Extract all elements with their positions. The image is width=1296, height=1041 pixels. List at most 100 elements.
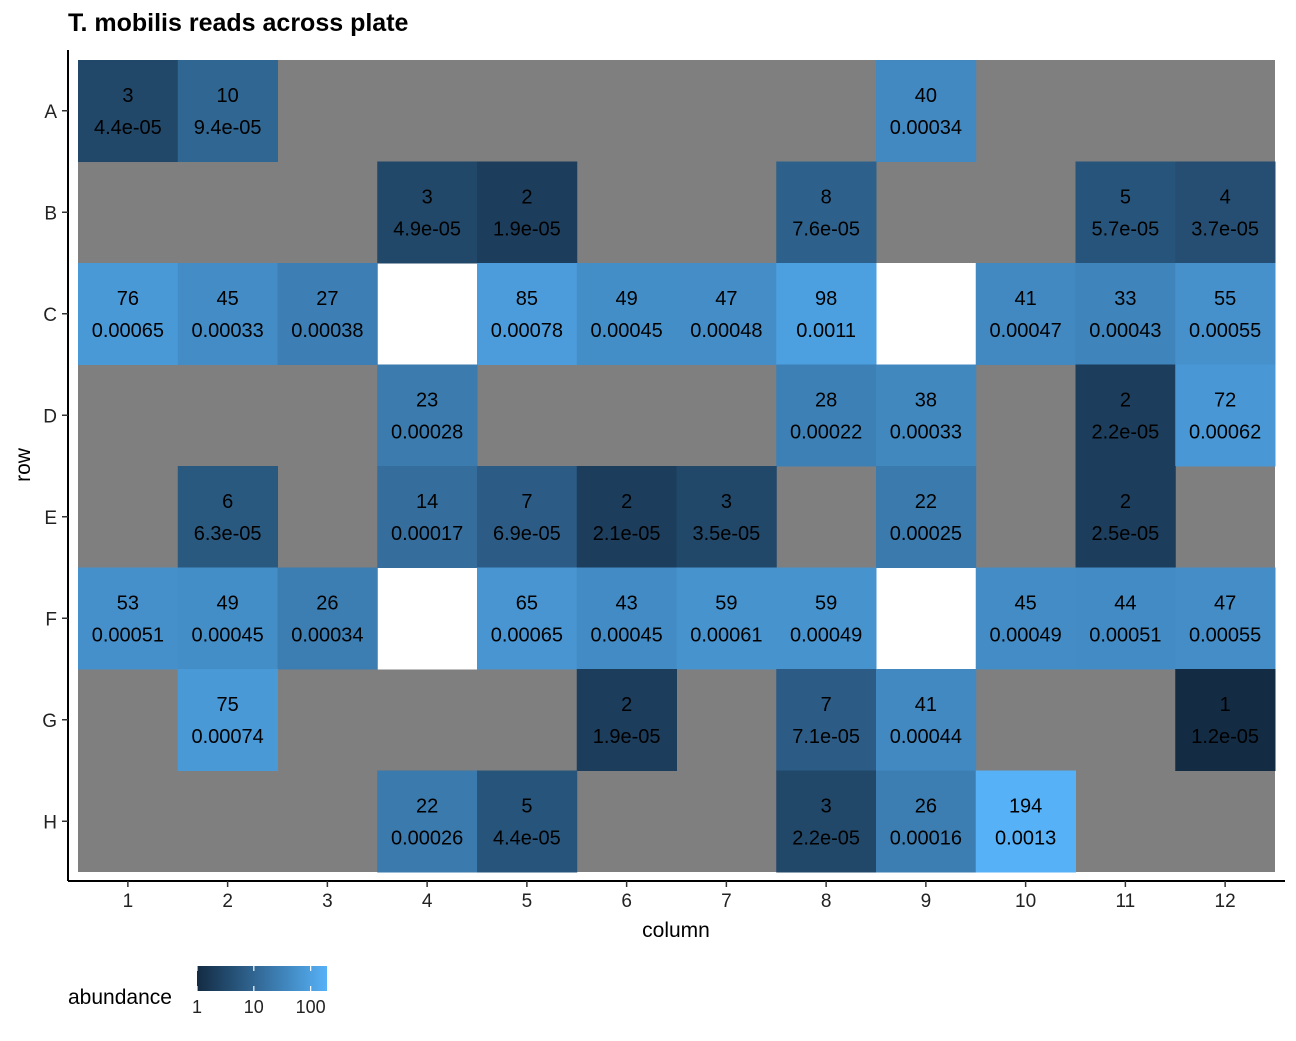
- cell-fraction: 0.00025: [890, 523, 962, 545]
- cell-read-count: 43: [616, 592, 638, 614]
- cell-read-count: 8: [821, 186, 832, 208]
- cell-fraction: 0.00061: [690, 624, 762, 646]
- heatmap-cell: [78, 567, 179, 670]
- cell-fraction: 0.00045: [191, 624, 263, 646]
- cell-fraction: 0.00047: [989, 320, 1061, 342]
- cell-read-count: 47: [1214, 592, 1236, 614]
- x-tick-label: 5: [522, 891, 533, 912]
- cell-read-count: 55: [1214, 288, 1236, 310]
- cell-read-count: 72: [1214, 389, 1236, 411]
- heatmap-cell: [177, 263, 278, 365]
- color-legend: abundance 1 10 100: [68, 966, 327, 1017]
- heatmap-cell: [477, 770, 578, 873]
- y-tick-label: B: [44, 203, 57, 224]
- heatmap-cell: [1075, 466, 1176, 568]
- heatmap-cell: [776, 669, 877, 771]
- cell-read-count: 3: [721, 491, 732, 513]
- y-tick-label: G: [42, 711, 57, 732]
- x-tick-label: 8: [821, 891, 832, 912]
- cell-read-count: 45: [1015, 592, 1037, 614]
- heatmap-cell: [975, 263, 1076, 365]
- cell-read-count: 5: [1120, 186, 1131, 208]
- cell-fraction: 6.9e-05: [493, 523, 561, 545]
- cell-fraction: 0.00049: [989, 624, 1061, 646]
- y-tick-label: D: [43, 406, 57, 427]
- cell-fraction: 0.00055: [1189, 624, 1261, 646]
- cell-fraction: 0.00062: [1189, 421, 1261, 443]
- x-tick-label: 3: [322, 891, 333, 912]
- heatmap-cell: [277, 263, 378, 365]
- heatmap-cell: [1075, 161, 1176, 264]
- cell-fraction: 4.4e-05: [94, 117, 162, 139]
- x-tick-label: 10: [1015, 891, 1036, 912]
- cell-fraction: 0.00055: [1189, 320, 1261, 342]
- cell-read-count: 23: [416, 389, 438, 411]
- cell-read-count: 41: [1015, 288, 1037, 310]
- cell-fraction: 0.00022: [790, 421, 862, 443]
- heatmap-cell: [78, 60, 179, 162]
- heatmap-cell: [78, 263, 179, 365]
- cell-read-count: 5: [521, 795, 532, 817]
- cell-read-count: 76: [117, 288, 139, 310]
- heatmap-cell: [576, 466, 677, 568]
- heatmap-cell: [1175, 161, 1276, 264]
- cell-read-count: 49: [616, 288, 638, 310]
- cell-fraction: 0.00034: [890, 117, 962, 139]
- heatmap-cell: [377, 466, 478, 568]
- cell-read-count: 3: [821, 795, 832, 817]
- heatmap-cell: [576, 263, 677, 365]
- plot-panel: 3 4.4e-05 10 9.4e-05 40 0.00034 3 4.9e-05 2 1.9e-…: [78, 60, 1276, 873]
- heatmap-cell: [477, 466, 578, 568]
- x-tick-label: 9: [921, 891, 932, 912]
- heatmap-cell: [1175, 669, 1276, 771]
- heatmap-cell: [676, 466, 777, 568]
- cell-read-count: 3: [422, 186, 433, 208]
- y-tick-label: E: [44, 508, 57, 529]
- heatmap-cell: [177, 466, 278, 568]
- cell-fraction: 0.0011: [796, 320, 856, 342]
- cell-read-count: 40: [915, 85, 937, 107]
- heatmap-cell: [177, 669, 278, 771]
- cell-read-count: 53: [117, 592, 139, 614]
- chart-title: T. mobilis reads across plate: [68, 9, 409, 37]
- cell-fraction: 2.2e-05: [1091, 421, 1159, 443]
- cell-fraction: 0.00065: [491, 624, 563, 646]
- cell-read-count: 6: [222, 491, 233, 513]
- cell-fraction: 1.9e-05: [493, 218, 561, 240]
- heatmap-cell: [975, 567, 1076, 670]
- heatmap-cell: [1075, 364, 1176, 467]
- cell-read-count: 7: [821, 694, 832, 716]
- heatmap-cell: [477, 263, 578, 365]
- cell-read-count: 33: [1114, 288, 1136, 310]
- cell-read-count: 10: [217, 85, 239, 107]
- heatmap-cell: [377, 364, 478, 467]
- cell-fraction: 0.00045: [590, 624, 662, 646]
- cell-read-count: 14: [416, 491, 438, 513]
- cell-read-count: 3: [122, 85, 133, 107]
- cell-fraction: 0.00017: [391, 523, 463, 545]
- cell-read-count: 2: [521, 186, 532, 208]
- heatmap-cell: [576, 567, 677, 670]
- cell-read-count: 4: [1220, 186, 1231, 208]
- cell-read-count: 26: [915, 795, 937, 817]
- heatmap-cell: [676, 263, 777, 365]
- cell-fraction: 0.00026: [391, 827, 463, 849]
- heatmap-cell: [377, 770, 478, 873]
- cell-read-count: 28: [815, 389, 837, 411]
- blank-well: [876, 263, 977, 365]
- cell-read-count: 22: [416, 795, 438, 817]
- cell-fraction: 1.9e-05: [593, 726, 661, 748]
- cell-read-count: 65: [516, 592, 538, 614]
- y-tick-label: C: [43, 305, 57, 326]
- x-tick-label: 6: [621, 891, 632, 912]
- heatmap-cell: [177, 60, 278, 162]
- cell-fraction: 0.00051: [1089, 624, 1161, 646]
- heatmap-cell: [1175, 567, 1276, 670]
- heatmap-cell: [876, 669, 977, 771]
- cell-fraction: 0.00033: [191, 320, 263, 342]
- heatmap-cell: [576, 669, 677, 771]
- cell-read-count: 38: [915, 389, 937, 411]
- cell-fraction: 2.5e-05: [1091, 523, 1159, 545]
- cell-read-count: 44: [1114, 592, 1136, 614]
